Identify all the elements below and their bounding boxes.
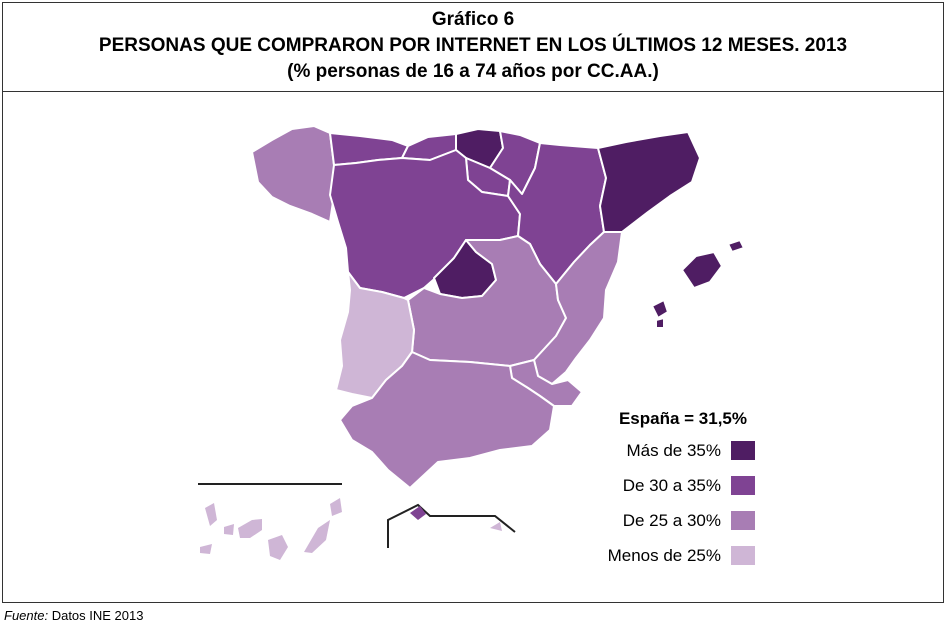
region-canarias-tenerife [238,519,262,538]
legend-item: Más de 35% [555,433,755,468]
region-baleares-menorca [728,240,744,252]
region-canarias-elhierro [200,544,212,554]
map-legend: España = 31,5% Más de 35% De 30 a 35% De… [555,405,755,573]
source-note: Fuente: Datos INE 2013 [4,608,143,623]
legend-item: De 30 a 35% [555,468,755,503]
region-melilla [490,522,502,531]
region-canarias-lapalma [205,503,217,526]
region-baleares-mallorca [682,252,722,288]
region-baleares-formentera [656,318,664,328]
region-baleares-ibiza [652,300,668,318]
legend-item: Menos de 25% [555,538,755,573]
region-cataluna [598,132,700,232]
legend-item-label: De 30 a 35% [623,476,721,496]
legend-swatch-menos-25 [731,546,755,565]
legend-total: España = 31,5% [555,405,755,433]
legend-item: De 25 a 30% [555,503,755,538]
legend-item-label: Menos de 25% [608,546,721,566]
region-canarias-fuerteventura [304,520,330,553]
legend-swatch-25-30 [731,511,755,530]
source-text: Datos INE 2013 [48,608,143,623]
region-canarias-lagomera [224,524,234,535]
canarias-islands [200,498,342,560]
region-canarias-grancanaria [268,535,288,560]
source-label: Fuente: [4,608,48,623]
legend-item-label: Más de 35% [627,441,722,461]
legend-item-label: De 25 a 30% [623,511,721,531]
legend-swatch-mas-35 [731,441,755,460]
legend-swatch-30-35 [731,476,755,495]
region-galicia [252,126,334,222]
region-canarias-lanzarote [330,498,342,516]
